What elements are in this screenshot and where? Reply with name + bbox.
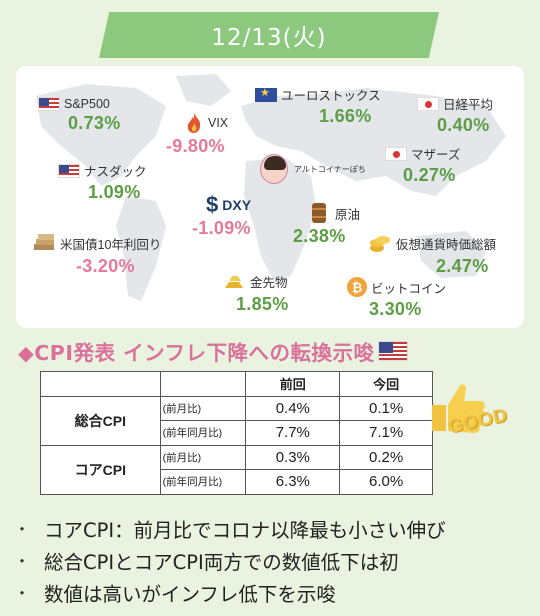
ticker-value: 0.73% xyxy=(68,113,121,133)
ticker-dxy: $ DXY -1.09% xyxy=(192,194,251,239)
ticker-crypto: 仮想通貨時価総額 2.47% xyxy=(368,232,496,277)
ticker-value: -1.09% xyxy=(192,218,251,238)
dollar-icon: $ xyxy=(206,192,219,217)
ticker-value: 0.40% xyxy=(437,115,490,135)
avatar xyxy=(260,154,288,184)
ticker-value: 1.09% xyxy=(88,182,141,202)
table-row: (前年同月比) 6.3% 6.0% xyxy=(41,469,433,495)
us-flag-icon xyxy=(378,341,409,361)
headline-text: ◆CPI発表 インフレ下降への転換示唆 xyxy=(18,341,375,365)
ticker-mothers: マザーズ 0.27% xyxy=(385,144,460,186)
bullet-text: 数値は高いがインフレ低下を示唆 xyxy=(44,582,336,606)
curr-value: 0.1% xyxy=(339,395,433,421)
author-name: アルトコイナーぽち xyxy=(294,165,366,174)
ticker-name: ユーロストックス xyxy=(281,89,381,103)
author-badge: アルトコイナーぽち xyxy=(260,154,366,184)
ticker-eurostoxx: ユーロストックス 1.66% xyxy=(255,85,381,127)
ticker-vix: VIX -9.80% xyxy=(166,112,228,157)
bullet-marker: ・ xyxy=(14,584,31,603)
period-label: (前月比) xyxy=(159,444,247,470)
ticker-name: 金先物 xyxy=(250,275,288,290)
ticker-name: S&P500 xyxy=(64,97,110,111)
date-banner: 12/13(火) xyxy=(99,12,439,58)
summary-list: ・コアCPI：前月比でコロナ以降最も小さい伸び ・総合CPIとコアCPI両方での… xyxy=(14,512,446,608)
us-flag-icon xyxy=(58,163,80,178)
ticker-name: 仮想通貨時価総額 xyxy=(396,237,497,252)
date-text: 12/13(火) xyxy=(211,25,327,51)
ticker-name: DXY xyxy=(222,197,252,213)
period-label: (前年同月比) xyxy=(159,420,247,446)
ticker-nasdaq: ナスダック 1.09% xyxy=(58,161,147,203)
ticker-value: -3.20% xyxy=(76,256,135,276)
ticker-value: 3.30% xyxy=(369,299,422,319)
world-map-card: S&P500 0.73% VIX -9.80% ユーロストックス 1.66% 日… xyxy=(16,66,524,328)
ticker-gold: 金先物 1.85% xyxy=(222,270,289,315)
header-cell: 前回 xyxy=(245,371,341,397)
ticker-name: VIX xyxy=(208,116,229,130)
ticker-value: 0.27% xyxy=(403,165,456,185)
header-cell xyxy=(159,371,247,397)
bullet-marker: ・ xyxy=(14,552,31,571)
ticker-name: マザーズ xyxy=(411,148,461,162)
period-label: (前月比) xyxy=(159,395,247,421)
bitcoin-icon: ₿ xyxy=(347,277,367,297)
period-label: (前年同月比) xyxy=(159,469,247,495)
eu-flag-icon xyxy=(255,86,277,102)
jp-flag-icon xyxy=(417,96,439,111)
list-item: ・数値は高いがインフレ低下を示唆 xyxy=(14,576,446,608)
table-header-row: 前回 今回 xyxy=(40,371,433,397)
row-group-label: 総合CPI xyxy=(40,395,161,446)
world-map-background xyxy=(36,74,506,301)
curr-value: 6.0% xyxy=(339,469,433,495)
oil-barrel-icon xyxy=(312,203,326,223)
ticker-sp500: S&P500 0.73% xyxy=(38,97,121,134)
header-cell xyxy=(40,371,161,397)
us-flag-icon xyxy=(38,97,60,111)
bond-stack-icon xyxy=(34,234,54,250)
fire-icon xyxy=(187,113,201,133)
table-row: コアCPI (前月比) 0.3% 0.2% xyxy=(40,444,433,495)
bullet-marker: ・ xyxy=(14,520,31,539)
ticker-value: 1.66% xyxy=(319,106,372,126)
ticker-name: ビットコイン xyxy=(371,281,447,296)
ticker-name: ナスダック xyxy=(84,165,147,179)
headline: ◆CPI発表 インフレ下降への転換示唆 xyxy=(18,336,409,366)
ticker-value: -9.80% xyxy=(166,136,225,156)
curr-value: 7.1% xyxy=(339,420,433,446)
prev-value: 0.4% xyxy=(245,395,341,421)
list-item: ・総合CPIとコアCPI両方での数値低下は初 xyxy=(14,544,446,576)
ticker-bitcoin: ₿ ビットコイン 3.30% xyxy=(347,277,446,320)
header-cell: 今回 xyxy=(339,371,433,397)
prev-value: 6.3% xyxy=(245,469,341,495)
ticker-name: 日経平均 xyxy=(443,98,494,112)
jp-flag-icon xyxy=(385,146,407,161)
ticker-crude: 原油 2.38% xyxy=(293,202,360,247)
coin-stack-icon xyxy=(370,236,390,252)
prev-value: 7.7% xyxy=(245,420,341,446)
ticker-value: 1.85% xyxy=(236,294,289,314)
ticker-name: 米国債10年利回り xyxy=(60,237,162,252)
cpi-table: 前回 今回 総合CPI (前月比) 0.4% 0.1% (前年同月比) 7.7%… xyxy=(40,371,433,495)
ticker-value: 2.47% xyxy=(436,256,489,276)
thumbs-up-icon xyxy=(432,384,485,433)
table-row: 総合CPI (前月比) 0.4% 0.1% xyxy=(40,395,433,446)
curr-value: 0.2% xyxy=(339,444,433,470)
ticker-name: 原油 xyxy=(335,207,361,222)
bullet-text: コアCPI：前月比でコロナ以降最も小さい伸び xyxy=(44,518,446,542)
list-item: ・コアCPI：前月比でコロナ以降最も小さい伸び xyxy=(14,512,446,544)
gold-bar-icon xyxy=(225,276,243,288)
row-group-label: コアCPI xyxy=(40,444,161,495)
ticker-us10y: 米国債10年利回り -3.20% xyxy=(32,232,161,277)
ticker-value: 2.38% xyxy=(293,226,346,246)
ticker-nikkei: 日経平均 0.40% xyxy=(417,94,493,136)
bullet-text: 総合CPIとコアCPI両方での数値低下は初 xyxy=(44,550,399,574)
prev-value: 0.3% xyxy=(245,444,341,470)
